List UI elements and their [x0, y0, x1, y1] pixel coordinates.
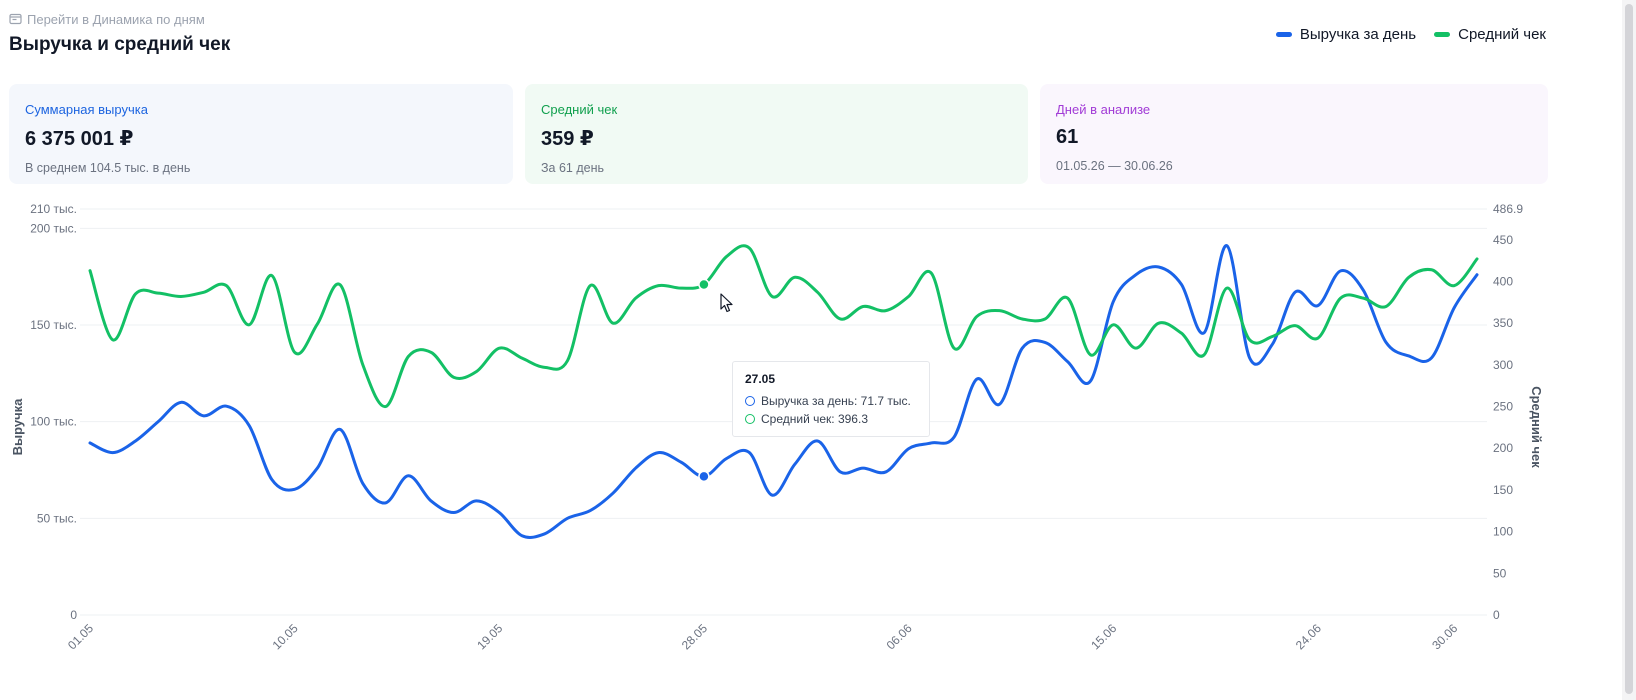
window-link-icon: [9, 13, 22, 25]
x-tick-label: 28.05: [679, 621, 710, 652]
x-axis: 01.05 10.05 19.05 28.05 06.06 15.06 24.06 30.06: [65, 621, 1461, 652]
page-title: Выручка и средний чек: [9, 34, 231, 55]
right-tick-label: 0: [1493, 608, 1500, 622]
tooltip-marker-revenue: [745, 396, 755, 406]
right-tick-label: 486.9: [1493, 202, 1523, 216]
tooltip-marker-avg-check: [745, 414, 755, 424]
right-tick-label: 300: [1493, 358, 1513, 372]
right-tick-label: 250: [1493, 400, 1513, 414]
legend-swatch-avg-check: [1434, 32, 1451, 37]
tooltip-label-revenue: Выручка за день: 71.7 тыс.: [761, 394, 911, 408]
right-tick-label: 100: [1493, 525, 1513, 539]
left-tick-label: 0: [70, 608, 77, 622]
right-tick-label: 400: [1493, 274, 1513, 288]
legend-item-avg-check[interactable]: Средний чек: [1434, 26, 1546, 43]
avg-check-line: [88, 244, 1479, 409]
left-tick-label: 150 тыс.: [30, 318, 77, 332]
card-value: 61: [1056, 126, 1079, 148]
goto-link-label[interactable]: Перейти в Динамика по дням: [27, 12, 205, 27]
avg-check-hover-marker: [698, 278, 710, 291]
card-average-check: Средний чек 359 ₽ За 61 день: [525, 84, 1028, 184]
left-tick-label: 200 тыс.: [30, 221, 77, 235]
x-tick-label: 15.06: [1088, 621, 1119, 652]
x-tick-label: 06.06: [884, 621, 915, 652]
tooltip-row-revenue: Выручка за день: 71.7 тыс.: [745, 394, 917, 408]
card-total-revenue: Суммарная выручка 6 375 001 ₽ В среднем …: [9, 84, 513, 184]
tooltip-row-avg-check: Средний чек: 396.3: [745, 412, 917, 426]
card-subtitle: В среднем 104.5 тыс. в день: [25, 161, 191, 175]
chart-legend: Выручка за день Средний чек: [1275, 26, 1546, 43]
card-value: 359 ₽: [541, 128, 594, 150]
x-tick-label: 19.05: [474, 621, 505, 652]
x-tick-label: 24.06: [1293, 621, 1324, 652]
legend-label-avg-check: Средний чек: [1458, 26, 1546, 43]
right-tick-label: 350: [1493, 316, 1513, 330]
tooltip-date: 27.05: [745, 372, 776, 386]
goto-daily-dynamics-link[interactable]: Перейти в Динамика по дням: [9, 12, 205, 27]
right-tick-label: 200: [1493, 441, 1513, 455]
card-title: Средний чек: [541, 102, 618, 117]
card-subtitle: 01.05.26 — 30.06.26: [1056, 159, 1173, 173]
chart-tooltip: 27.05 Выручка за день: 71.7 тыс. Средний…: [732, 361, 930, 437]
right-tick-label: 50: [1493, 566, 1507, 580]
revenue-avg-check-chart[interactable]: 0 50 тыс. 100 тыс. 150 тыс. 200 тыс. 210 тыс.…: [0, 200, 1620, 690]
series-lines: [88, 244, 1479, 539]
y-axis-title-right: Средний чек: [1529, 386, 1544, 468]
left-tick-label: 100 тыс.: [30, 415, 77, 429]
left-axis: 0 50 тыс. 100 тыс. 150 тыс. 200 тыс. 210 тыс.: [30, 202, 77, 622]
tooltip-label-avg-check: Средний чек: 396.3: [761, 412, 868, 426]
right-tick-label: 150: [1493, 483, 1513, 497]
legend-item-revenue[interactable]: Выручка за день: [1275, 26, 1417, 43]
right-tick-label: 450: [1493, 233, 1513, 247]
legend-swatch-revenue: [1275, 32, 1292, 37]
x-tick-label: 10.05: [270, 621, 301, 652]
card-title: Дней в анализе: [1056, 102, 1151, 117]
card-value: 6 375 001 ₽: [25, 128, 134, 150]
left-tick-label: 50 тыс.: [37, 511, 77, 525]
right-axis: 0 50 100 150 200 250 300 350 400 450 486.9: [1493, 202, 1523, 622]
card-subtitle: За 61 день: [541, 161, 605, 175]
grid-lines: [80, 208, 1487, 616]
mouse-cursor-icon: [720, 293, 733, 313]
scrollbar-thumb[interactable]: [1625, 4, 1633, 694]
legend-label-revenue: Выручка за день: [1299, 26, 1417, 43]
summary-cards: Суммарная выручка 6 375 001 ₽ В среднем …: [9, 84, 1629, 184]
left-tick-label: 210 тыс.: [30, 202, 77, 216]
revenue-line: [88, 244, 1479, 539]
page-scrollbar[interactable]: [1622, 0, 1636, 700]
x-tick-label: 30.06: [1429, 621, 1460, 652]
card-days-analyzed: Дней в анализе 61 01.05.26 — 30.06.26: [1040, 84, 1548, 184]
x-tick-label: 01.05: [65, 621, 96, 652]
card-title: Суммарная выручка: [25, 102, 148, 117]
revenue-hover-marker: [698, 470, 710, 483]
y-axis-title-left: Выручка: [10, 398, 25, 456]
